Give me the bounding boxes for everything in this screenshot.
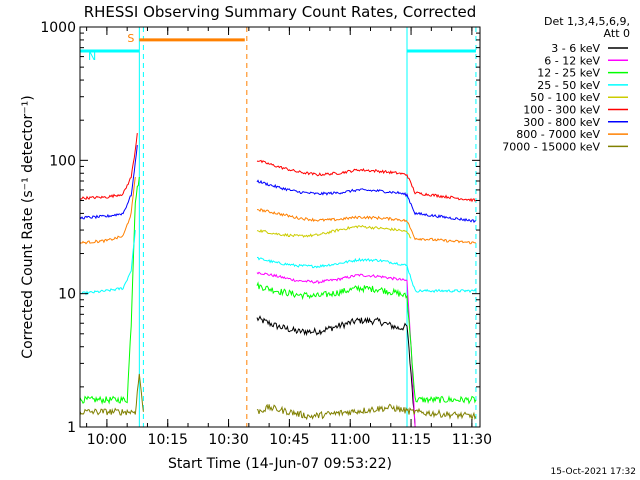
x-tick-label-5: 11:15 <box>391 432 431 448</box>
plot-area: SN <box>79 27 477 428</box>
series-line-3-seg-0 <box>79 230 136 296</box>
x-tick-label-2: 10:30 <box>208 432 248 448</box>
series-line-3-seg-1 <box>256 256 477 294</box>
y-axis-label: Corrected Count Rate (s⁻¹ detector⁻¹) <box>20 95 36 358</box>
series-line-2-seg-0 <box>79 176 140 405</box>
series-line-4-seg-0 <box>256 224 412 239</box>
legend-label-3: 25 - 50 keV <box>537 79 600 92</box>
footer-timestamp: 15-Oct-2021 17:32 <box>551 467 636 477</box>
annotation-label-1: N <box>88 50 96 63</box>
legend-label-8: 7000 - 15000 keV <box>502 140 600 153</box>
legend-label-4: 50 - 100 keV <box>530 91 600 104</box>
series-line-1-seg-0 <box>256 271 416 428</box>
x-tick-label-0: 10:00 <box>87 432 127 448</box>
plot-frame <box>79 26 481 428</box>
annotation-label-0: S <box>127 32 134 45</box>
series-line-5-seg-0 <box>79 133 138 201</box>
series-line-6-seg-1 <box>256 179 477 224</box>
y-axis-ticks: 1 10 100 1000 <box>40 20 480 436</box>
legend-header-0: Det 1,3,4,5,6,9, <box>544 15 630 28</box>
y-tick-label-3: 1000 <box>40 20 76 36</box>
series-line-7-seg-1 <box>257 208 476 245</box>
series-line-8-seg-0 <box>79 373 144 416</box>
legend-label-2: 12 - 25 keV <box>537 67 600 80</box>
y-tick-label-0: 1 <box>67 420 76 436</box>
series-line-2-seg-1 <box>256 281 477 405</box>
annotation-bars: SN <box>80 32 476 63</box>
x-tick-label-6: 11:30 <box>452 432 492 448</box>
x-tick-label-1: 10:15 <box>148 432 188 448</box>
x-tick-label-4: 11:00 <box>330 432 370 448</box>
legend-label-5: 100 - 300 keV <box>523 104 600 117</box>
legend-label-7: 800 - 7000 keV <box>516 128 600 141</box>
x-axis-label: Start Time (14-Jun-07 09:53:22) <box>168 456 392 472</box>
series-line-6-seg-0 <box>79 145 138 220</box>
legend-label-1: 6 - 12 keV <box>544 54 600 67</box>
y-tick-label-1: 10 <box>58 287 76 303</box>
chart-title: RHESSI Observing Summary Count Rates, Co… <box>84 3 477 21</box>
series-line-8-seg-1 <box>256 403 477 422</box>
legend-label-0: 3 - 6 keV <box>551 42 600 55</box>
y-tick-label-2: 100 <box>49 153 76 169</box>
x-axis-ticks: 10:00 10:15 10:30 10:45 11:00 11:15 11:30 <box>86 27 492 448</box>
x-tick-label-3: 10:45 <box>269 432 309 448</box>
series-group <box>79 133 477 428</box>
series-line-7-seg-0 <box>79 176 136 245</box>
series-line-5-seg-1 <box>256 159 477 203</box>
legend-label-6: 300 - 800 keV <box>523 116 600 129</box>
legend-header-1: Att 0 <box>604 27 630 40</box>
series-line-0-seg-0 <box>256 315 416 428</box>
